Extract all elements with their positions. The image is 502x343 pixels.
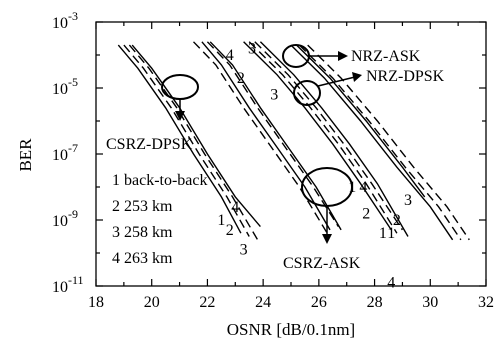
csrz-dpsk-ellipse <box>161 74 199 100</box>
curve-csrz-ask-3 <box>206 41 339 227</box>
nrz-dpsk-arrow <box>317 76 356 87</box>
csrz-ask-ellipse <box>301 167 353 207</box>
y-tick-label: 10-11 <box>52 273 84 296</box>
annotation-csrz-ask: CSRZ-ASK <box>283 255 361 272</box>
y-tick-label: 10-7 <box>52 141 78 164</box>
y-tick-label: 10-5 <box>52 75 78 98</box>
curve-csrz-ask-4 <box>209 41 342 231</box>
nrz-ask-ellipse <box>282 44 310 68</box>
curve-nrz-dpsk-2 <box>298 44 462 241</box>
x-tick-label: 26 <box>311 294 327 311</box>
curve-label: 3 <box>248 40 256 57</box>
x-tick-label: 24 <box>255 294 271 311</box>
x-tick-label: 28 <box>367 294 383 311</box>
curve-nrz-dpsk-3 <box>307 44 470 241</box>
curve-nrz-ask-2 <box>248 41 398 234</box>
curve-nrz-ask-3 <box>254 41 403 231</box>
curve-nrz-ask-1 <box>243 41 392 231</box>
curve-csrz-dpsk-2 <box>123 44 250 237</box>
nrz-dpsk-arrowhead <box>352 72 362 82</box>
legend-box: 1 back-to-back 2 253 km 3 258 km 4 263 k… <box>112 172 208 267</box>
axis-ticks <box>95 21 487 287</box>
y-tick-label: 10-9 <box>52 207 78 230</box>
x-tick-label: 18 <box>88 294 104 311</box>
curve-label: 3 <box>240 242 248 259</box>
legend-entry: 3 258 km <box>112 224 173 241</box>
annotation-markers <box>161 44 362 244</box>
curve-csrz-dpsk-3 <box>128 44 259 241</box>
curve-nrz-dpsk-4 <box>296 44 426 198</box>
x-tick-label: 32 <box>478 294 494 311</box>
legend-entry: 2 253 km <box>112 198 173 215</box>
curve-label: 4 <box>359 179 367 196</box>
nrz-dpsk-ellipse <box>293 80 321 106</box>
x-tick-labels: 18 20 22 24 26 28 30 32 <box>88 294 494 311</box>
curve-label: 2 <box>226 222 234 239</box>
curve-label: 2 <box>362 205 370 222</box>
nrz-ask-arrowhead <box>338 51 348 61</box>
y-tick-label: 10-3 <box>52 9 78 32</box>
x-tick-label: 20 <box>144 294 160 311</box>
curve-label: 4 <box>226 47 234 64</box>
x-tick-label: 22 <box>199 294 215 311</box>
curve-nrz-dpsk-1 <box>290 44 454 241</box>
y-axis-title: BER <box>16 138 35 172</box>
curve-label: 3 <box>270 87 278 104</box>
curve-label: 4 <box>231 199 239 216</box>
curve-label: 2 <box>237 70 245 87</box>
curve-label: 1 <box>379 225 387 242</box>
curve-label: 1 <box>387 225 395 242</box>
curve-csrz-dpsk-4 <box>131 44 261 228</box>
curve-label: 3 <box>404 192 412 209</box>
curve-csrz-dpsk-1 <box>117 44 242 234</box>
x-axis-title: OSNR [dB/0.1nm] <box>227 320 355 339</box>
legend-entry: 1 back-to-back <box>112 172 208 189</box>
y-tick-labels: 10-3 10-5 10-7 10-9 10-11 <box>52 9 84 296</box>
curve-csrz-ask-1 <box>201 41 331 231</box>
annotation-csrz-dpsk: CSRZ-DPSK <box>106 136 193 153</box>
annotation-nrz-dpsk: NRZ-DPSK <box>366 68 445 85</box>
curve-csrz-ask-2 <box>192 41 328 234</box>
curve-label: 4 <box>387 275 395 292</box>
plot-frame <box>95 21 487 287</box>
curve-label: 1 <box>217 212 225 229</box>
curve-nrz-ask-4 <box>259 41 409 237</box>
x-tick-label: 30 <box>422 294 438 311</box>
csrz-ask-arrowhead <box>322 234 332 244</box>
csrz-dpsk-arrowhead <box>175 111 185 121</box>
legend-entry: 4 263 km <box>112 250 173 267</box>
annotation-nrz-ask: NRZ-ASK <box>351 48 421 65</box>
curve-label: 2 <box>393 212 401 229</box>
